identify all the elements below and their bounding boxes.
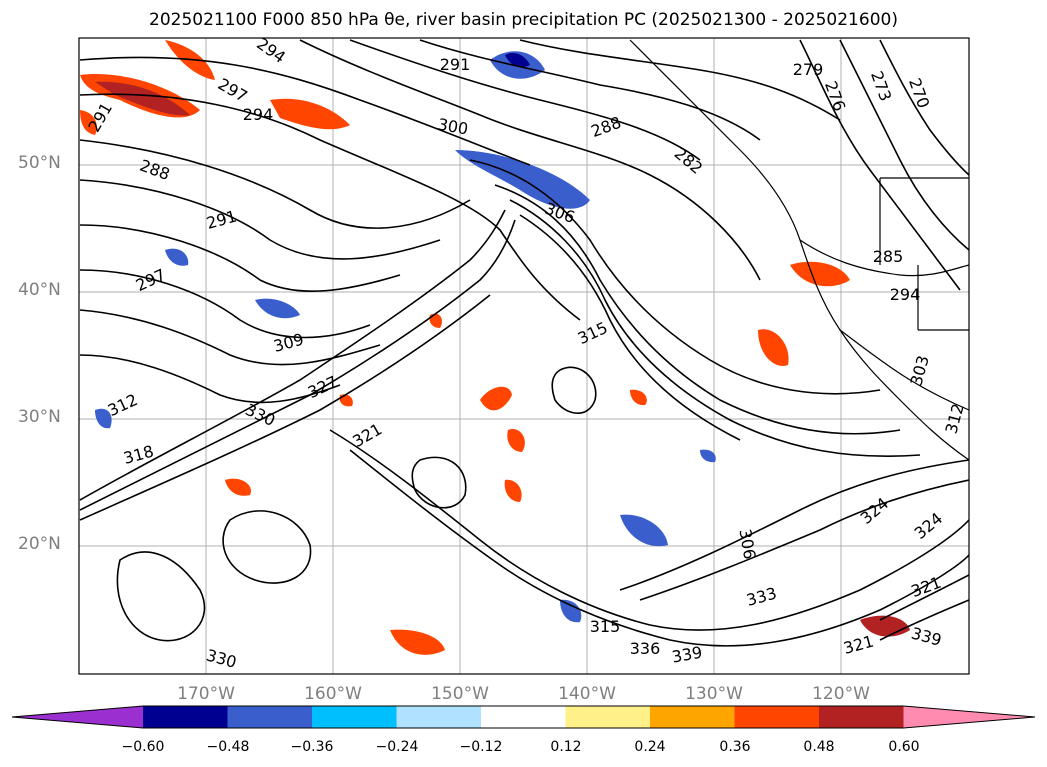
contour-label: 306 bbox=[735, 527, 759, 560]
lat-label: 20°N bbox=[18, 534, 61, 554]
contour-label: 273 bbox=[867, 69, 895, 104]
gridlines bbox=[79, 38, 969, 674]
colorbar-segment bbox=[396, 706, 482, 728]
colorbar-segment bbox=[650, 706, 735, 728]
colorbar-extend-max bbox=[903, 706, 1035, 728]
contour-label: 294 bbox=[253, 34, 289, 67]
map-title: 2025021100 F000 850 hPa θe, river basin … bbox=[149, 10, 898, 30]
contour-label: 288 bbox=[589, 113, 624, 141]
lat-label: 30°N bbox=[18, 407, 61, 427]
colorbar-segment bbox=[227, 706, 313, 728]
colorbar-segment bbox=[565, 706, 651, 728]
colorbar-tick-label: −0.24 bbox=[375, 739, 419, 755]
colorbar-tick-label: −0.60 bbox=[121, 739, 165, 755]
precipitation-shading bbox=[80, 40, 910, 655]
colorbar-tick-label: −0.12 bbox=[459, 739, 503, 755]
contour-label: 321 bbox=[841, 632, 875, 658]
contour-label: 288 bbox=[137, 156, 172, 184]
contour-label: 339 bbox=[670, 643, 703, 667]
theta-e-contours bbox=[79, 39, 969, 647]
colorbar-segment bbox=[143, 706, 228, 728]
colorbar-tick-label: 0.12 bbox=[550, 739, 582, 755]
contour-label: 321 bbox=[909, 573, 944, 601]
contour-label: 315 bbox=[590, 617, 621, 636]
coastline bbox=[629, 39, 969, 461]
contour-label: 303 bbox=[907, 353, 933, 387]
colorbar-segment bbox=[734, 706, 820, 728]
contour-label: 279 bbox=[793, 60, 824, 79]
lon-label: 130°W bbox=[685, 684, 743, 704]
colorbar-extend-min bbox=[12, 706, 143, 728]
contour-label: 324 bbox=[911, 509, 947, 543]
lat-label: 40°N bbox=[18, 280, 61, 300]
contour-label: 276 bbox=[821, 79, 849, 114]
contour-label: 291 bbox=[204, 207, 238, 233]
contour-label: 324 bbox=[857, 494, 893, 528]
colorbar-segment bbox=[819, 706, 904, 728]
colorbar-outline bbox=[11, 705, 1036, 729]
lon-label: 170°W bbox=[177, 684, 235, 704]
contour-label: 336 bbox=[630, 639, 661, 658]
contour-label: 294 bbox=[890, 285, 921, 304]
contour-label: 327 bbox=[305, 372, 341, 402]
colorbar-tick-label: 0.24 bbox=[634, 739, 666, 755]
contour-label: 291 bbox=[440, 55, 471, 74]
colorbar-segment bbox=[481, 706, 566, 728]
contour-label: 312 bbox=[942, 401, 968, 435]
contour-labels: 294 291 297 291 294 300 288 282 279 276 … bbox=[84, 34, 968, 672]
lon-label: 150°W bbox=[431, 684, 489, 704]
lon-label: 160°W bbox=[304, 684, 362, 704]
contour-label: 297 bbox=[215, 74, 251, 106]
lon-label: 120°W bbox=[812, 684, 870, 704]
map-frame bbox=[78, 37, 970, 675]
contour-label: 333 bbox=[744, 584, 778, 610]
colorbar bbox=[11, 705, 1036, 729]
colorbar-tick-label: 0.48 bbox=[803, 739, 835, 755]
contour-label: 312 bbox=[105, 390, 141, 420]
colorbar-segment bbox=[312, 706, 397, 728]
lat-label: 50°N bbox=[18, 153, 61, 173]
contour-label: 285 bbox=[873, 247, 904, 266]
colorbar-tick-label: −0.36 bbox=[290, 739, 334, 755]
colorbar-tick-label: 0.36 bbox=[719, 739, 751, 755]
contour-label: 330 bbox=[204, 646, 238, 672]
contour-label: 315 bbox=[575, 318, 611, 348]
lon-label: 140°W bbox=[558, 684, 616, 704]
contour-label: 294 bbox=[243, 105, 274, 124]
contour-label: 282 bbox=[671, 144, 707, 178]
contour-label: 318 bbox=[121, 442, 155, 468]
contour-label: 270 bbox=[905, 76, 933, 111]
colorbar-tick-label: −0.48 bbox=[206, 739, 250, 755]
colorbar-tick-label: 0.60 bbox=[888, 739, 920, 755]
contour-label: 300 bbox=[436, 115, 469, 139]
contour-label: 339 bbox=[909, 624, 943, 650]
contour-label: 297 bbox=[133, 265, 169, 295]
contour-label: 309 bbox=[271, 330, 305, 356]
